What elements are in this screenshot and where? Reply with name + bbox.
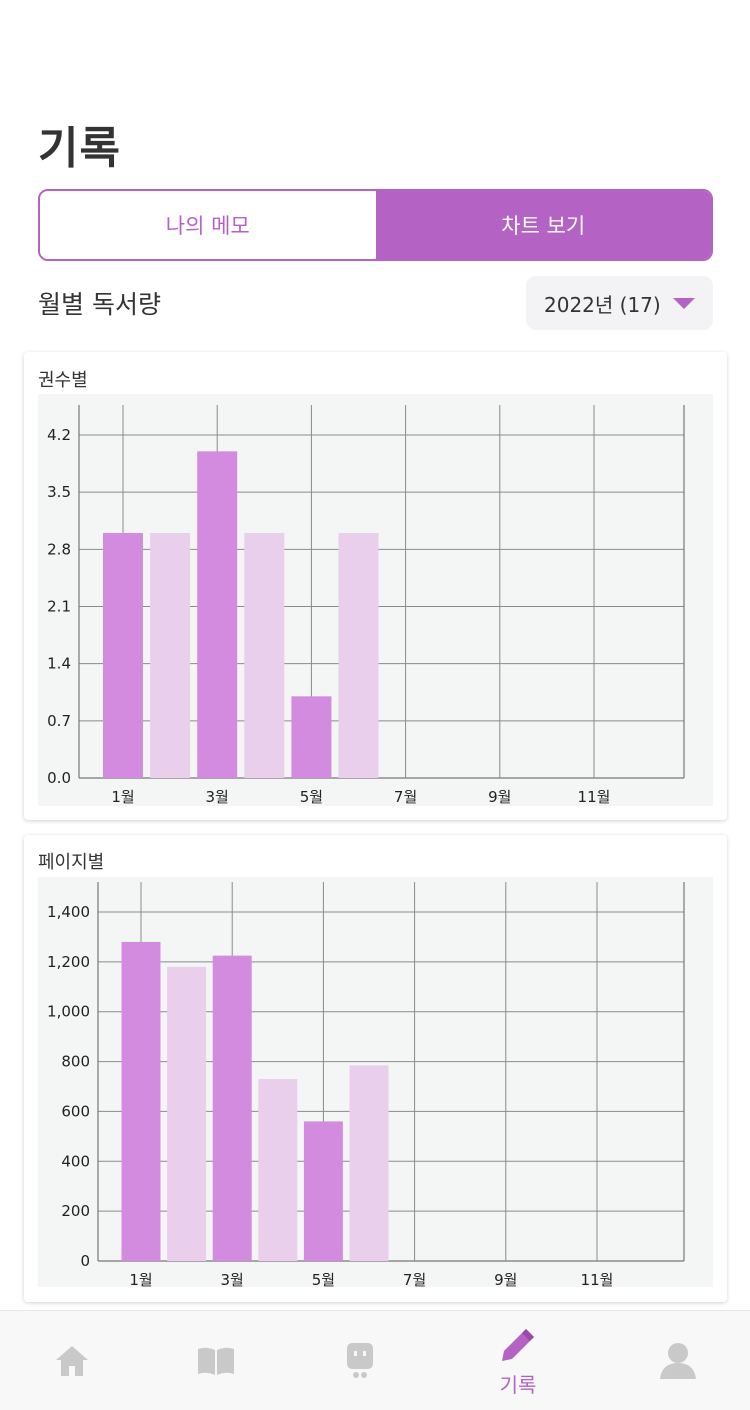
y-tick-label: 600: [61, 1102, 90, 1120]
y-tick-label: 800: [61, 1053, 90, 1071]
x-tick-label: 5월: [300, 788, 323, 806]
x-tick-label: 11월: [578, 788, 611, 806]
chart-title: 페이지별: [38, 852, 105, 873]
bar-6월: [349, 1065, 389, 1261]
tab-my-memo[interactable]: 나의 메모: [40, 191, 376, 259]
x-tick-label: 11월: [581, 1271, 614, 1287]
x-tick-label: 3월: [206, 788, 229, 806]
pencil-icon: [502, 1328, 534, 1361]
tab-chart-view[interactable]: 차트 보기: [375, 191, 711, 259]
bar-5월: [303, 1121, 343, 1261]
year-select[interactable]: 2022년 (17): [526, 276, 713, 330]
y-tick-label: 0.0: [47, 769, 71, 787]
y-tick-label: 1,200: [47, 953, 90, 971]
year-select-value: 2022년 (17): [544, 292, 661, 317]
x-tick-label: 5월: [312, 1271, 335, 1287]
books-count-chart-card: 권수별 0.0 0.7 1.4 2.1 2.8 3.5 4.2 1월 3월 5월 7월 9월 11월: [24, 352, 727, 820]
books-count-chart: 0.0 0.7 1.4 2.1 2.8 3.5 4.2 1월 3월 5월 7월 9월 11월: [38, 394, 713, 806]
page-title: 기록: [38, 123, 121, 174]
x-tick-label: 1월: [111, 788, 134, 806]
bar-3월: [197, 451, 238, 778]
x-tick-label: 9월: [488, 788, 511, 806]
y-tick-label: 2.1: [47, 598, 71, 616]
tabbar-records[interactable]: 기록: [458, 1311, 578, 1410]
tabbar-library[interactable]: [156, 1311, 276, 1410]
y-tick-label: 0: [80, 1252, 90, 1270]
y-tick-label: 1,400: [47, 903, 90, 921]
bar-4월: [244, 533, 285, 778]
y-tick-label: 2.8: [47, 540, 71, 558]
home-icon: [56, 1346, 88, 1376]
view-tabs: 나의 메모 차트 보기: [38, 189, 713, 261]
bar-2월: [150, 533, 191, 778]
books-count-chart-svg: 0.0 0.7 1.4 2.1 2.8 3.5 4.2 1월 3월 5월 7월 9월 11월: [47, 405, 685, 806]
y-tick-label: 400: [61, 1152, 90, 1170]
bottom-tab-bar: 기록: [0, 1310, 750, 1410]
x-tick-label: 9월: [494, 1271, 517, 1287]
bar-2월: [167, 966, 207, 1261]
robot-icon: [347, 1343, 373, 1378]
x-tick-label: 3월: [221, 1271, 244, 1287]
bar-6월: [338, 533, 379, 778]
bar-1월: [121, 941, 161, 1261]
y-tick-label: 4.2: [47, 426, 71, 444]
pages-chart-svg: 0 200 400 600 800 1,000 1,200 1,400 1월 3월 5월 7월 9월 11…: [47, 882, 685, 1287]
y-tick-label: 200: [61, 1202, 90, 1220]
chart-title: 권수별: [38, 370, 88, 391]
pages-chart: 0 200 400 600 800 1,000 1,200 1,400 1월 3월 5월 7월 9월 11…: [38, 877, 713, 1287]
bar-4월: [258, 1079, 298, 1261]
tabbar-robot[interactable]: [300, 1311, 420, 1410]
pages-chart-card: 페이지별 0 200 400 600 800 1,000 1,200 1,400 1월 3월 5월 7…: [24, 835, 727, 1302]
caret-down-icon: [672, 297, 695, 309]
tabbar-home[interactable]: [12, 1311, 132, 1410]
x-tick-label: 1월: [129, 1271, 152, 1287]
y-tick-label: 1.4: [47, 655, 71, 673]
y-tick-label: 0.7: [47, 712, 71, 730]
x-tick-label: 7월: [403, 1271, 426, 1287]
bar-3월: [212, 955, 252, 1261]
x-tick-label: 7월: [394, 788, 417, 806]
y-tick-label: 1,000: [47, 1003, 90, 1021]
bar-1월: [103, 533, 143, 778]
bar-5월: [291, 696, 332, 778]
tabbar-records-label: 기록: [499, 1372, 537, 1397]
y-tick-label: 3.5: [47, 483, 71, 501]
section-title: 월별 독서량: [38, 290, 161, 319]
book-icon: [198, 1347, 234, 1375]
tabbar-profile[interactable]: [618, 1311, 738, 1410]
person-icon: [660, 1343, 696, 1379]
